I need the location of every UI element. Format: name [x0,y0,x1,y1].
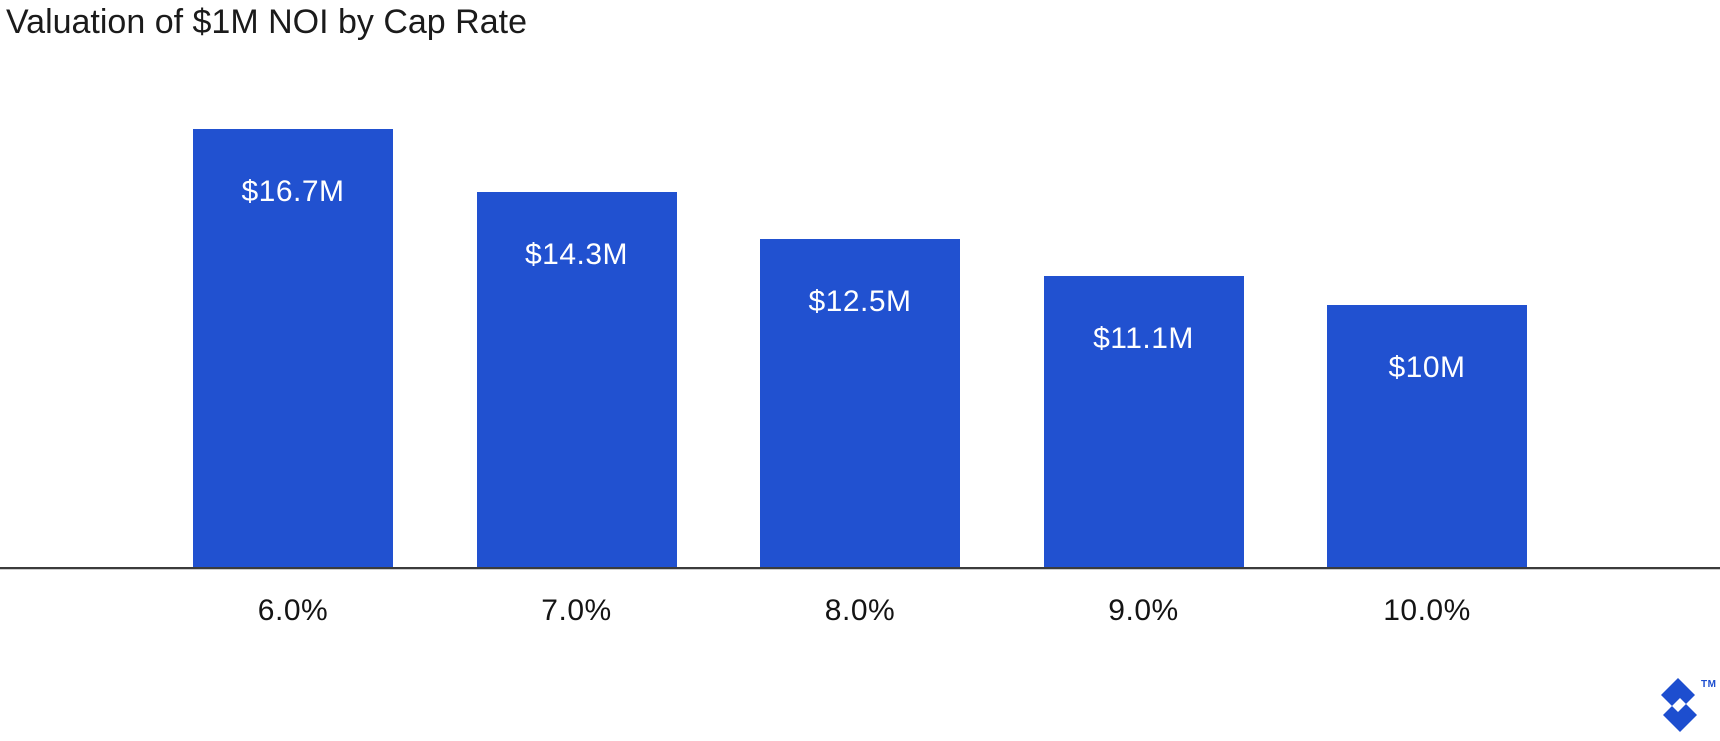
brand-mark: TM [1657,676,1720,741]
bar-value-label: $16.7M [241,175,345,208]
bar: $12.5M [760,239,960,567]
x-axis-tick-label: 6.0% [257,594,329,627]
bar: $16.7M [193,129,393,567]
x-axis-tick-label: 9.0% [1108,594,1179,627]
bar: $14.3M [476,192,677,567]
bar-value-label: $10M [1388,351,1466,384]
x-axis-tick-label: 10.0% [1383,594,1471,627]
x-axis-tick-label: 7.0% [541,594,612,627]
trademark-label: TM [1701,679,1717,690]
x-axis-tick-label: 8.0% [824,594,896,627]
x-axis-line [0,567,1720,570]
toptal-diamond-logo-icon [1661,678,1697,732]
chart-title: Valuation of $1M NOI by Cap Rate [6,3,527,41]
bar-value-label: $14.3M [524,238,629,271]
bar-value-label: $11.1M [1093,322,1194,355]
bar-value-label: $12.5M [808,285,912,318]
bar: $11.1M [1043,276,1244,567]
bar: $10M [1327,305,1527,567]
